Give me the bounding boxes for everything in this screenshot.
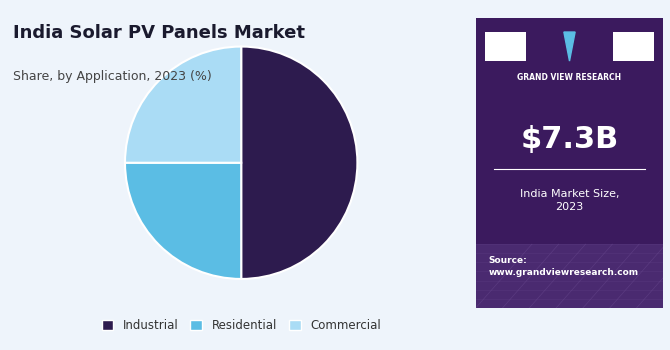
Text: Share, by Application, 2023 (%): Share, by Application, 2023 (%) bbox=[13, 70, 212, 83]
Wedge shape bbox=[241, 47, 357, 279]
Text: India Market Size,
2023: India Market Size, 2023 bbox=[520, 189, 619, 212]
Text: GRAND VIEW RESEARCH: GRAND VIEW RESEARCH bbox=[517, 73, 622, 82]
Wedge shape bbox=[125, 163, 241, 279]
FancyBboxPatch shape bbox=[612, 32, 654, 61]
FancyBboxPatch shape bbox=[476, 18, 663, 308]
Legend: Industrial, Residential, Commercial: Industrial, Residential, Commercial bbox=[97, 315, 385, 337]
Polygon shape bbox=[564, 32, 575, 61]
Wedge shape bbox=[125, 47, 241, 163]
FancyBboxPatch shape bbox=[476, 244, 663, 308]
Text: Source:
www.grandviewresearch.com: Source: www.grandviewresearch.com bbox=[489, 256, 639, 277]
Text: $7.3B: $7.3B bbox=[521, 125, 618, 154]
FancyBboxPatch shape bbox=[485, 32, 527, 61]
Text: India Solar PV Panels Market: India Solar PV Panels Market bbox=[13, 25, 306, 42]
